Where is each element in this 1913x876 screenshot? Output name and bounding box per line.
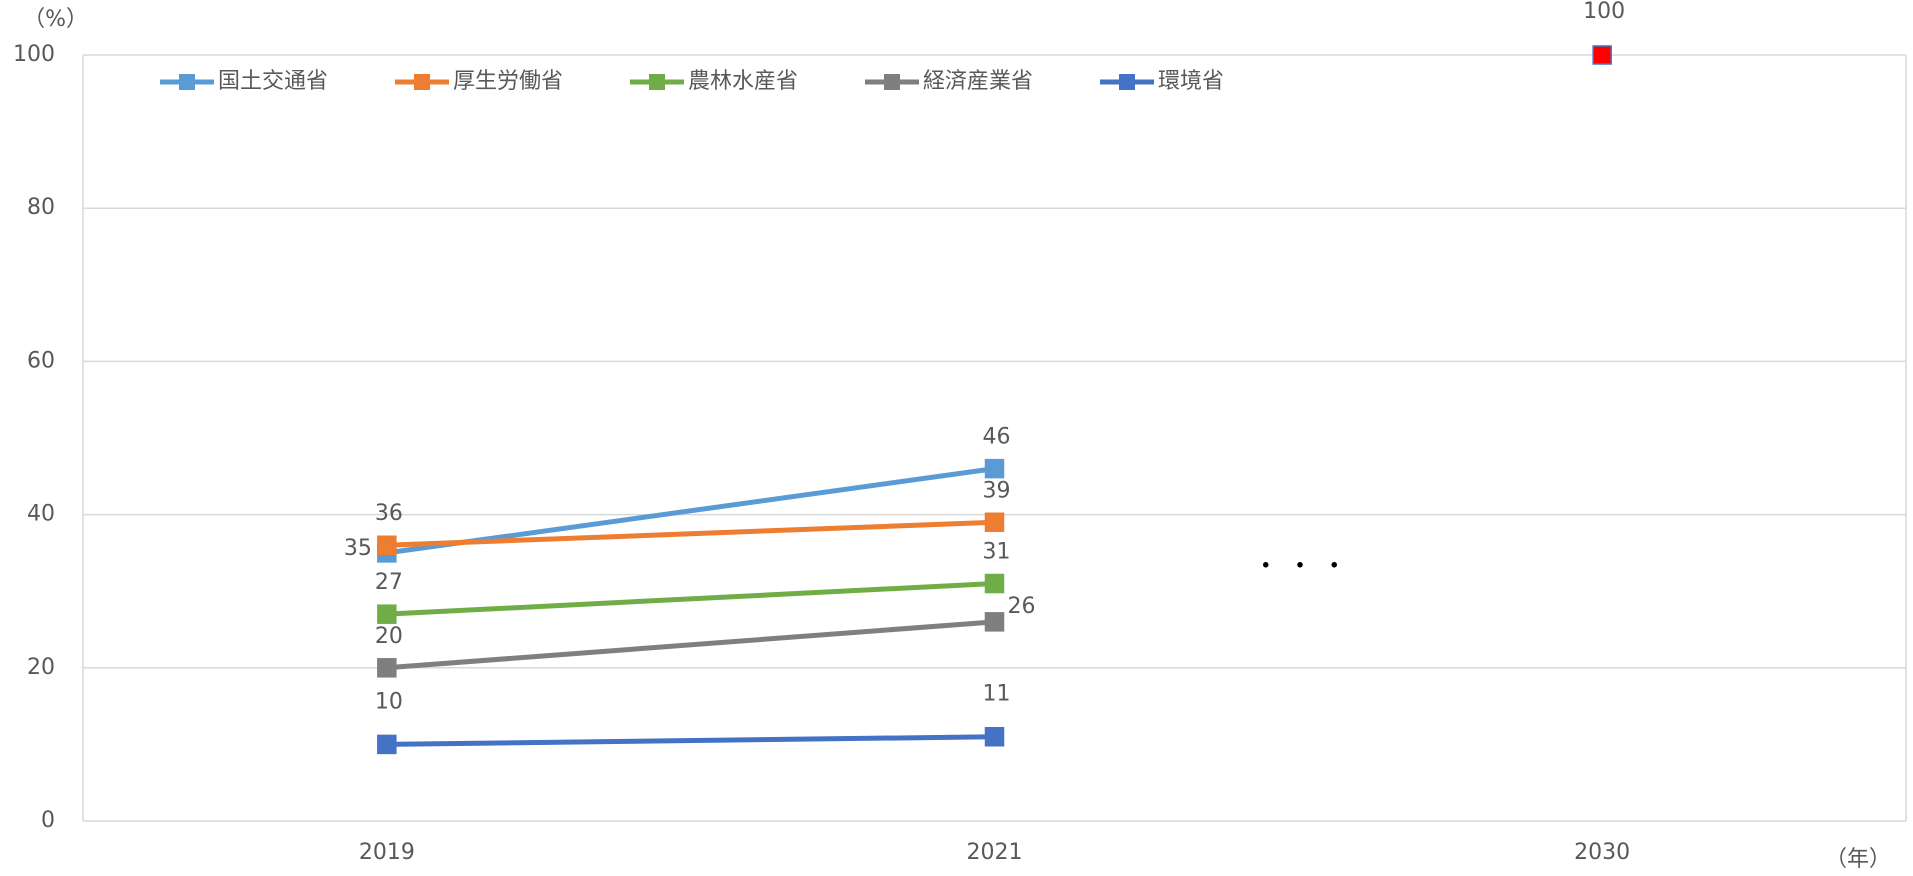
x-tick-label: 2030 (1574, 840, 1630, 865)
data-label: 20 (375, 624, 403, 649)
marker (984, 726, 1005, 747)
legend-swatch-marker (649, 74, 665, 90)
marker (377, 658, 397, 678)
y-tick-label: 80 (27, 195, 55, 220)
x-tick-label: 2019 (359, 840, 415, 865)
marker (984, 573, 1005, 594)
series-line (386, 619, 995, 671)
data-label: 27 (375, 570, 403, 595)
legend-label: 経済産業省 (923, 69, 1033, 94)
data-label: 100 (1583, 0, 1625, 24)
legend-label: 国土交通省 (218, 69, 328, 94)
series-line (386, 734, 995, 747)
data-label: 36 (375, 501, 403, 526)
legend-swatch-marker (414, 74, 430, 90)
data-label: 11 (983, 682, 1011, 707)
y-tick-label: 0 (41, 808, 55, 833)
marker (984, 612, 1005, 632)
y-tick-label: 40 (27, 502, 55, 527)
series-line (386, 581, 995, 617)
data-label: 46 (983, 425, 1011, 450)
x-axis-label: （年） (1825, 847, 1891, 872)
marker (377, 734, 397, 755)
data-label: 39 (983, 478, 1011, 503)
legend-swatch-marker (884, 74, 900, 90)
legend-swatch-marker (1119, 74, 1135, 90)
data-label: 10 (375, 689, 403, 714)
data-label: 31 (983, 540, 1011, 565)
data-label: 26 (1008, 594, 1036, 619)
legend-swatch-marker (179, 74, 195, 90)
y-axis-label: （%） (23, 7, 88, 32)
x-tick-label: 2021 (967, 840, 1023, 865)
series-line (386, 466, 995, 556)
legend-label: 厚生労働省 (453, 69, 563, 94)
y-tick-label: 100 (13, 42, 55, 67)
marker (1592, 45, 1612, 65)
y-tick-label: 20 (27, 655, 55, 680)
ellipsis-annotation: ・ ・ ・ (1253, 552, 1348, 582)
marker (984, 458, 1005, 479)
data-label: 35 (344, 536, 372, 561)
series-line (386, 519, 995, 548)
marker (377, 535, 397, 555)
legend-label: 環境省 (1158, 69, 1224, 94)
y-tick-label: 60 (27, 348, 55, 373)
legend-label: 農林水産省 (688, 69, 798, 94)
marker (984, 512, 1005, 533)
marker (377, 604, 397, 624)
